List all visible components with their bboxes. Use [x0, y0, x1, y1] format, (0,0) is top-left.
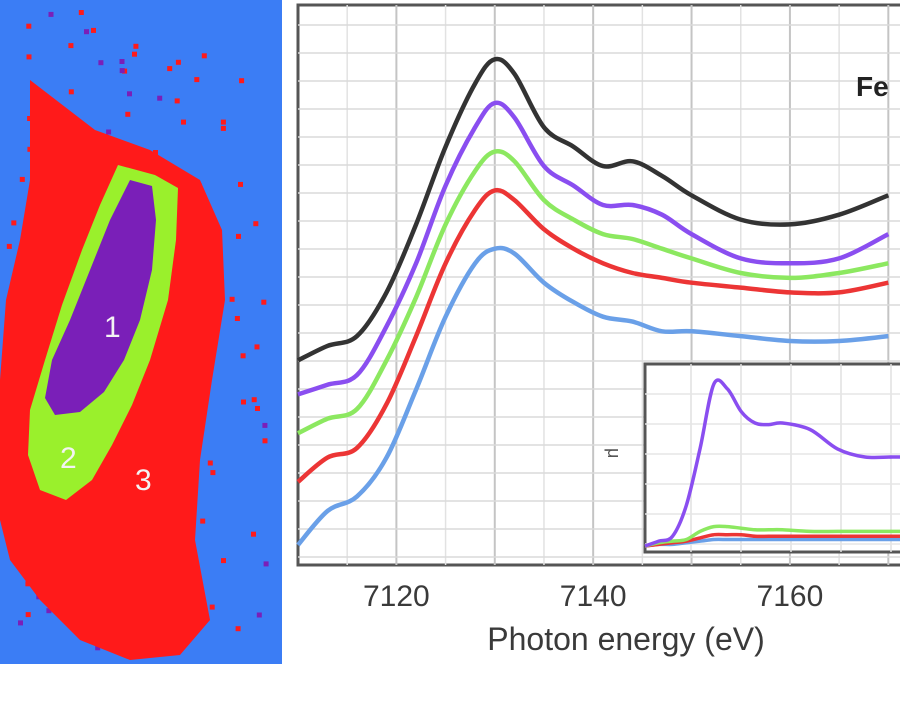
map-speckle	[119, 59, 125, 64]
map-speckle	[220, 125, 226, 131]
series-line-2	[297, 100, 890, 397]
map-speckle	[235, 626, 241, 632]
series-line-5	[296, 245, 889, 547]
map-speckle	[18, 620, 23, 626]
map-speckle	[255, 406, 260, 411]
x-tick-labels: 7120 7140 7160	[363, 580, 823, 613]
map-speckle	[133, 43, 139, 49]
map-speckle	[236, 233, 241, 239]
map-region-1	[45, 180, 156, 415]
map-speckle	[91, 27, 96, 33]
region-label-1: 1	[104, 311, 121, 344]
map-speckle	[209, 604, 215, 610]
region-label-3: 3	[135, 464, 152, 497]
map-speckle	[234, 316, 240, 321]
map-speckle	[238, 181, 243, 187]
x-tick-label: 7120	[363, 580, 430, 613]
map-speckle	[95, 645, 101, 651]
map-speckle	[263, 561, 269, 567]
map-speckle	[119, 68, 125, 74]
map-speckle	[132, 51, 137, 57]
map-speckle	[220, 119, 226, 125]
map-speckle	[241, 399, 246, 405]
chemical-map: 1 2 3	[0, 10, 269, 660]
map-speckle	[239, 78, 245, 84]
series-line-1	[296, 56, 890, 363]
inset-grid	[645, 364, 900, 552]
map-speckle	[27, 116, 33, 121]
map-speckle	[201, 53, 207, 59]
map-speckle	[48, 11, 54, 17]
map-speckle	[78, 10, 84, 15]
map-speckle	[127, 91, 132, 97]
map-speckle	[27, 146, 33, 152]
inset-ylabel: μ	[604, 448, 624, 458]
map-speckle	[251, 397, 257, 403]
map-speckle	[254, 344, 260, 350]
map-speckle	[207, 460, 213, 466]
map-speckle	[256, 612, 262, 618]
map-speckle	[153, 150, 158, 155]
map-speckle	[240, 353, 246, 359]
map-speckle	[106, 129, 112, 135]
region-label-2: 2	[60, 442, 77, 475]
map-speckle	[253, 221, 259, 227]
x-tick-label: 7160	[757, 580, 824, 613]
inset-plot-area	[643, 362, 900, 554]
chemical-map-panel: 1 2 3	[0, 0, 282, 664]
map-speckle	[98, 60, 104, 66]
series-line-3	[296, 148, 889, 436]
x-axis-title: Photon energy (eV)	[487, 621, 765, 657]
inset-series-line-1	[644, 378, 900, 548]
map-speckle	[200, 518, 206, 524]
map-speckle	[68, 89, 74, 95]
inset-series-line-2	[644, 524, 900, 548]
map-speckle	[125, 111, 131, 117]
map-speckle	[261, 299, 267, 305]
map-speckle	[262, 438, 268, 444]
map-speckle	[251, 531, 256, 537]
map-speckle	[26, 54, 32, 60]
map-speckle	[210, 470, 216, 476]
main-series-group	[296, 56, 890, 547]
map-speckle	[11, 220, 17, 226]
map-speckle	[229, 296, 235, 302]
map-speckle	[262, 422, 268, 428]
map-speckle	[26, 23, 32, 29]
series-label-fe: Fe	[856, 71, 889, 102]
map-speckle	[175, 59, 181, 65]
map-speckle	[46, 608, 52, 614]
map-speckle	[84, 29, 89, 35]
map-speckle	[19, 176, 25, 182]
x-tick-label: 7140	[560, 580, 627, 613]
map-speckle	[6, 243, 12, 249]
map-speckle	[167, 66, 173, 72]
map-speckle	[174, 98, 180, 104]
map-speckle	[181, 119, 186, 125]
map-speckle	[68, 43, 74, 49]
map-speckle	[194, 77, 200, 83]
series-line-4	[296, 187, 889, 484]
map-speckle	[25, 612, 31, 618]
map-speckle	[157, 95, 163, 101]
map-speckle	[221, 558, 226, 564]
inset-series-group	[644, 378, 900, 548]
